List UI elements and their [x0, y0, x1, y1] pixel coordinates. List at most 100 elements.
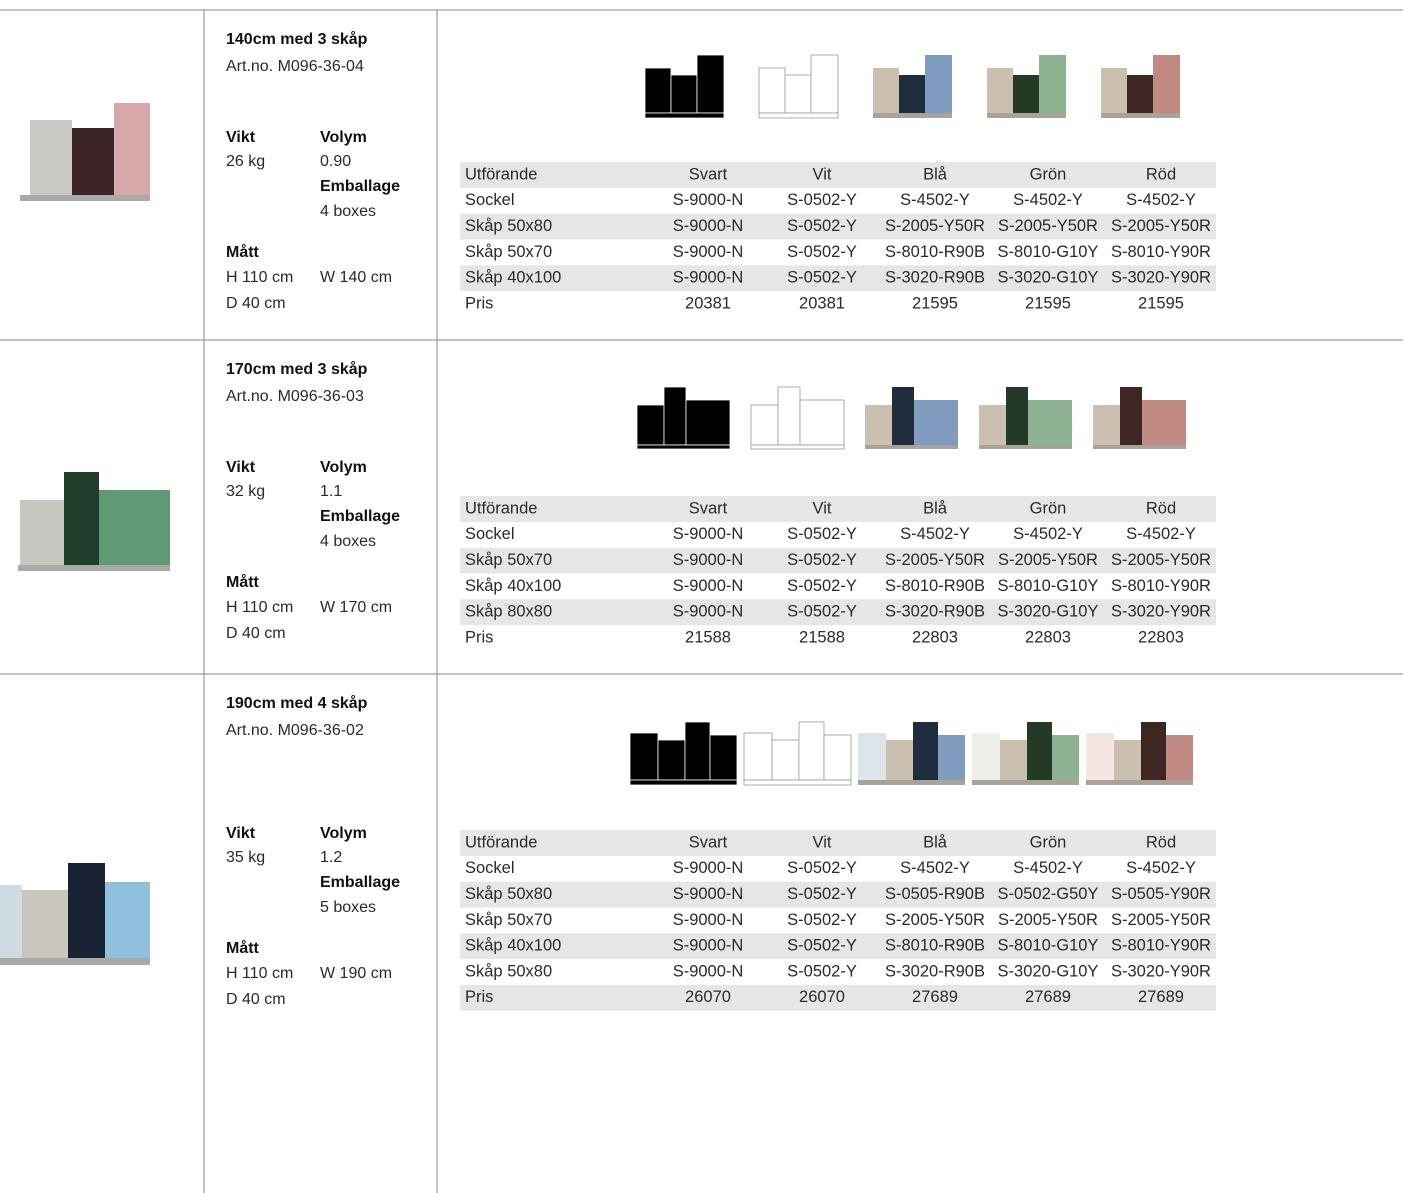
swatch-cabinet [743, 732, 773, 781]
swatch-base [1093, 445, 1186, 449]
swatch-cabinet [1153, 55, 1180, 113]
table-header-cell: Blå [923, 165, 948, 183]
swatch-cabinet [938, 735, 965, 780]
product-photo [114, 103, 150, 195]
title: 190cm med 4 skåp [226, 694, 368, 712]
table-header-cell: Svart [689, 833, 728, 851]
table-header-cell: Blå [923, 499, 948, 517]
table-cell: S-2005-Y50R [1111, 551, 1211, 569]
table-row-bg [460, 881, 1216, 908]
swatch-cabinet [823, 734, 852, 781]
table-cell: S-2005-Y50R [1111, 217, 1211, 235]
table-header-cell: Vit [813, 165, 832, 183]
table-cell: Skåp 50x70 [465, 243, 552, 261]
table-cell: 21588 [799, 628, 845, 646]
depth: D 40 cm [226, 295, 286, 312]
table-cell: 26070 [685, 988, 731, 1006]
swatch-cabinet [858, 733, 886, 780]
table-cell: S-4502-Y [1126, 191, 1196, 209]
dimensions-label: Mått [226, 243, 260, 261]
table-cell: S-0502-Y [787, 603, 857, 621]
swatch-cabinet [684, 721, 711, 781]
table-cell: S-0502-Y [787, 962, 857, 980]
table-cell: S-9000-N [673, 551, 744, 569]
swatch-cabinet [987, 68, 1013, 113]
table-cell: Skåp 40x100 [465, 937, 561, 955]
swatch-cabinet [1127, 75, 1153, 113]
table-header-cell: Utförande [465, 499, 537, 517]
swatch-base [865, 445, 958, 449]
swatch-cabinet [1093, 405, 1120, 445]
volume-label: Volym [320, 129, 367, 146]
table-cell: S-4502-Y [900, 525, 970, 543]
table-cell: S-2005-Y50R [998, 911, 1098, 929]
table-cell: Skåp 40x100 [465, 577, 561, 595]
table-header-cell: Blå [923, 833, 948, 851]
table-header-cell: Utförande [465, 833, 537, 851]
table-cell: S-0502-Y [787, 551, 857, 569]
swatch-cabinet [1120, 387, 1142, 445]
packaging: 4 boxes [320, 203, 376, 220]
table-cell: S-3020-Y90R [1111, 603, 1211, 621]
dimensions-label: Mått [226, 939, 260, 957]
product-photo [30, 120, 72, 195]
table-cell: Skåp 40x100 [465, 269, 561, 287]
table-cell: S-0505-R90B [885, 885, 985, 903]
swatch-base [987, 113, 1066, 118]
product-photo [68, 863, 105, 958]
table-cell: 27689 [1138, 988, 1184, 1006]
table-cell: Skåp 50x80 [465, 962, 552, 980]
swatch-cabinet [925, 55, 952, 113]
table-cell: S-8010-Y90R [1111, 243, 1211, 261]
swatch-cabinet [886, 740, 913, 780]
swatch-cabinet [1013, 75, 1039, 113]
table-cell: S-2005-Y50R [1111, 911, 1211, 929]
table-cell: S-0502-Y [787, 525, 857, 543]
packaging: 5 boxes [320, 899, 376, 916]
swatch-base [858, 780, 965, 785]
table-cell: S-0502-Y [787, 243, 857, 261]
width: W 190 cm [320, 965, 392, 982]
table-cell: S-3020-G10Y [998, 269, 1099, 287]
table-cell: S-9000-N [673, 962, 744, 980]
table-cell: S-4502-Y [1013, 525, 1083, 543]
swatch-cabinet [799, 399, 845, 446]
table-row-bg [460, 933, 1216, 960]
table-cell: 26070 [799, 988, 845, 1006]
swatch-cabinet [1114, 740, 1141, 780]
swatch-cabinet [1141, 722, 1166, 780]
table-cell: S-3020-R90B [885, 269, 985, 287]
table-row-bg [460, 265, 1216, 292]
table-cell: S-9000-N [673, 603, 744, 621]
swatch-base [972, 780, 1079, 785]
table-cell: S-3020-R90B [885, 962, 985, 980]
table-cell: S-4502-Y [1126, 859, 1196, 877]
table-cell: S-4502-Y [1013, 859, 1083, 877]
swatch-cabinet [657, 739, 686, 781]
swatch-base [750, 444, 845, 450]
table-cell: 22803 [1025, 628, 1071, 646]
weight: 26 kg [226, 153, 265, 170]
swatch-base [629, 779, 738, 786]
swatch-base [873, 113, 952, 118]
table-cell: S-8010-R90B [885, 243, 985, 261]
title: 140cm med 3 skåp [226, 30, 368, 48]
height: H 110 cm [226, 965, 293, 982]
table-cell: 21595 [1025, 294, 1071, 312]
table-cell: S-0502-G50Y [998, 885, 1099, 903]
table-cell: S-8010-G10Y [998, 243, 1099, 261]
table-cell: S-9000-N [673, 885, 744, 903]
table-cell: Sockel [465, 191, 515, 209]
depth: D 40 cm [226, 625, 286, 642]
art-no: Art.no. M096-36-04 [226, 58, 364, 75]
table-header-cell: Svart [689, 499, 728, 517]
swatch-cabinet [914, 400, 958, 445]
table-cell: S-2005-Y50R [998, 217, 1098, 235]
swatch-base [743, 779, 852, 786]
table-row-bg [460, 984, 1216, 1011]
swatch-cabinet [865, 405, 892, 445]
table-cell: S-9000-N [673, 525, 744, 543]
table-cell: 21595 [912, 294, 958, 312]
product-photo [20, 195, 150, 201]
swatch-base [1101, 113, 1180, 118]
